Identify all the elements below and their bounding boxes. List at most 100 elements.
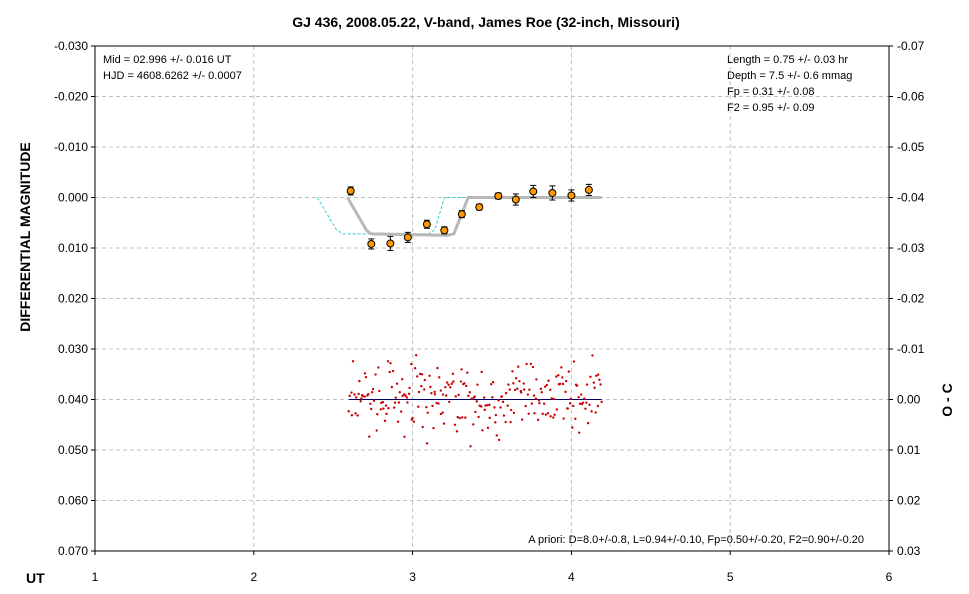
residual-point — [585, 383, 589, 386]
residual-point — [516, 387, 519, 390]
residual-point — [514, 376, 518, 380]
residual-point — [444, 385, 447, 389]
residual-point — [450, 382, 453, 385]
residual-point — [583, 397, 586, 400]
y-tick-label: -0.030 — [54, 39, 88, 53]
residual-point — [441, 411, 444, 414]
residual-point — [475, 400, 478, 403]
residual-point — [351, 360, 355, 363]
residual-point — [420, 384, 423, 388]
residual-point — [497, 438, 501, 442]
residual-point — [539, 387, 543, 391]
residual-point — [599, 383, 602, 386]
residual-point — [428, 374, 431, 378]
residual-point — [494, 421, 497, 424]
y2-tick-label: 0.00 — [897, 393, 921, 407]
residual-point — [431, 404, 434, 408]
residual-point — [426, 411, 429, 414]
residual-point — [530, 402, 533, 405]
residual-point — [564, 379, 568, 383]
residual-point — [411, 416, 414, 420]
residual-point — [481, 429, 484, 432]
binned-point — [457, 210, 466, 219]
residual-point — [384, 404, 388, 407]
residual-point — [572, 404, 575, 408]
residual-point — [500, 395, 503, 398]
residual-point — [509, 408, 513, 412]
binned-point — [494, 191, 503, 200]
residual-point — [577, 395, 580, 399]
residual-point — [374, 373, 377, 376]
residual-point — [417, 390, 421, 394]
residual-point — [452, 380, 455, 383]
residual-point — [555, 375, 558, 378]
residual-point — [488, 403, 491, 407]
residual-point — [522, 388, 526, 391]
y-tick-label: -0.010 — [54, 140, 88, 154]
residual-point — [457, 393, 460, 397]
y2-tick-label: -0.07 — [897, 39, 925, 53]
residual-point — [437, 376, 441, 379]
residual-point — [425, 405, 428, 409]
residual-point — [532, 394, 536, 397]
residual-points — [347, 354, 603, 448]
residual-point — [347, 410, 350, 413]
residual-point — [552, 416, 555, 419]
residual-point — [540, 391, 543, 394]
residual-point — [455, 430, 459, 433]
y2-axis-label: O - C — [939, 383, 955, 416]
residual-point — [350, 391, 353, 394]
residual-point — [367, 392, 370, 396]
residual-point — [459, 380, 463, 383]
residual-point — [585, 401, 588, 404]
y2-tick-label: -0.03 — [897, 241, 925, 255]
residual-point — [363, 372, 367, 375]
residual-point — [477, 415, 480, 419]
residual-point — [354, 412, 357, 415]
residual-point — [467, 394, 470, 398]
x-tick-label: 6 — [886, 570, 893, 584]
residual-point — [401, 394, 404, 398]
binned-point — [529, 187, 538, 196]
residual-point — [509, 420, 512, 424]
residual-point — [535, 378, 538, 381]
y-tick-label: 0.050 — [58, 443, 88, 457]
x-axis-label: UT — [26, 570, 45, 586]
x-tick-label: 4 — [568, 570, 575, 584]
residual-point — [486, 404, 489, 407]
residual-point — [512, 411, 516, 415]
binned-point — [584, 185, 593, 194]
residual-point — [538, 401, 541, 405]
residual-point — [483, 408, 486, 412]
residual-point — [569, 397, 572, 401]
residual-point — [364, 375, 368, 379]
residual-point — [595, 374, 598, 377]
residual-point — [390, 385, 394, 389]
residual-point — [395, 382, 399, 385]
annotation-top-right: F2 = 0.95 +/- 0.09 — [727, 102, 814, 114]
residual-point — [524, 404, 527, 408]
binned-point — [511, 195, 520, 204]
residual-point — [381, 400, 385, 404]
residual-point — [591, 354, 594, 357]
residual-point — [412, 420, 416, 423]
residual-point — [502, 414, 506, 417]
residual-point — [437, 402, 440, 405]
y2-tick-label: -0.05 — [897, 140, 925, 154]
residual-point — [407, 392, 411, 396]
residual-point — [537, 399, 541, 402]
residual-point — [403, 435, 406, 438]
residual-point — [474, 410, 477, 414]
residual-point — [596, 373, 600, 376]
residual-point — [541, 412, 544, 416]
residual-point — [445, 381, 449, 384]
residual-point — [594, 411, 597, 414]
residual-point — [453, 423, 457, 426]
residual-point — [369, 402, 372, 406]
residual-point — [561, 382, 565, 386]
residual-point — [553, 413, 556, 416]
residual-point — [504, 420, 507, 424]
y-tick-label: 0.030 — [58, 342, 88, 356]
residual-point — [558, 382, 562, 386]
